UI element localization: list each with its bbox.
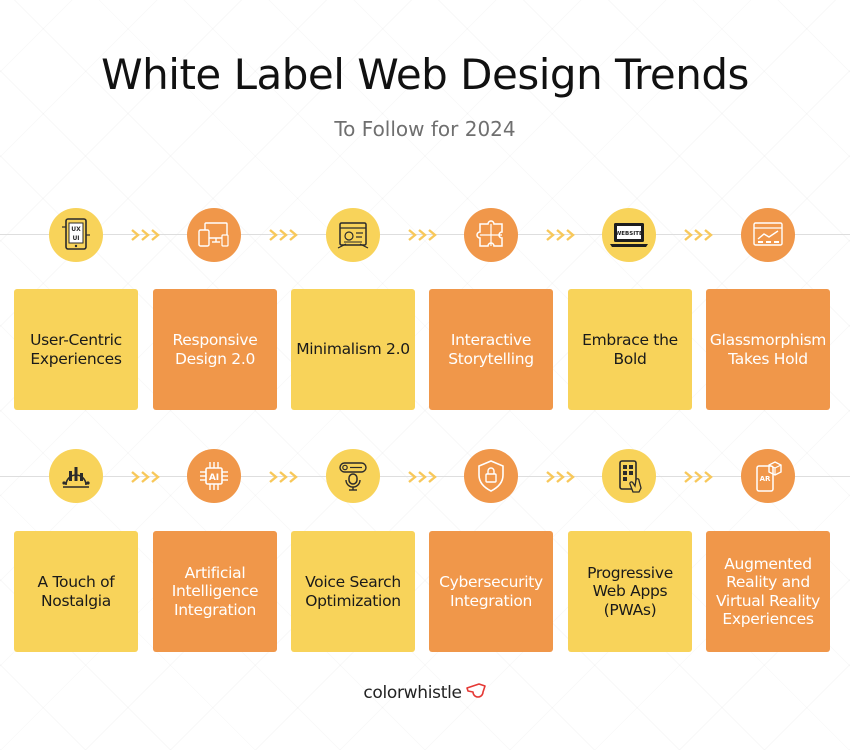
svg-text:WEBSITE: WEBSITE: [615, 231, 643, 237]
ai-chip-icon: AI: [187, 449, 241, 503]
trend-card-label: User-Centric Experiences: [30, 331, 122, 368]
trend-card: Minimalism 2.0: [291, 289, 415, 410]
arrow-connector: [407, 470, 441, 484]
svg-text:AI: AI: [209, 473, 219, 483]
page-subtitle: To Follow for 2024: [334, 117, 516, 141]
brand-name: colorwhistle: [363, 682, 462, 703]
trend-card: Cybersecurity Integration: [429, 531, 553, 652]
trend-card-label: Responsive Design 2.0: [172, 331, 258, 368]
trend-card-label: Augmented Reality and Virtual Reality Ex…: [715, 554, 821, 629]
ar-phone-icon: AR: [741, 449, 795, 503]
trend-card-label: A Touch of Nostalgia: [37, 573, 115, 610]
trend-card: Interactive Storytelling: [429, 289, 553, 410]
trend-card: User-Centric Experiences: [14, 289, 138, 410]
trend-card: Embrace the Bold: [568, 289, 692, 410]
puzzle-icon: [464, 208, 518, 262]
trend-card: Progressive Web Apps (PWAs): [568, 531, 692, 652]
arrow-connector: [268, 228, 302, 242]
svg-text:AR: AR: [760, 475, 771, 483]
arrow-connector: [683, 228, 717, 242]
page-title: White Label Web Design Trends: [101, 50, 749, 99]
ux-tablet-icon: UX UI: [49, 208, 103, 262]
microphone-search-icon: [326, 449, 380, 503]
trend-card: Augmented Reality and Virtual Reality Ex…: [706, 531, 830, 652]
arrow-connector: [407, 228, 441, 242]
svg-text:UI: UI: [72, 235, 79, 242]
responsive-devices-icon: [187, 208, 241, 262]
brand-logo: colorwhistle: [0, 682, 850, 703]
arrow-connector: [545, 228, 579, 242]
trend-card: A Touch of Nostalgia: [14, 531, 138, 652]
trend-card-label: Minimalism 2.0: [296, 340, 410, 359]
trend-card-label: Voice Search Optimization: [305, 573, 401, 610]
arrow-connector: [130, 228, 164, 242]
phone-touch-icon: [602, 449, 656, 503]
laptop-website-icon: WEBSITE: [602, 208, 656, 262]
trend-card: Glassmorphism Takes Hold: [706, 289, 830, 410]
trend-card: Artificial Intelligence Integration: [153, 531, 277, 652]
minimal-browser-icon: [326, 208, 380, 262]
gear-chart-icon: [49, 449, 103, 503]
trend-card-label: Artificial Intelligence Integration: [171, 563, 259, 619]
svg-text:UX: UX: [71, 226, 81, 233]
arrow-connector: [545, 470, 579, 484]
browser-chart-icon: [741, 208, 795, 262]
whistle-logo-icon: [465, 682, 487, 703]
trend-card-label: Embrace the Bold: [582, 331, 678, 368]
trend-card-label: Glassmorphism Takes Hold: [709, 331, 827, 368]
trend-card: Responsive Design 2.0: [153, 289, 277, 410]
trend-card-label: Cybersecurity Integration: [439, 573, 543, 610]
arrow-connector: [268, 470, 302, 484]
trend-card-label: Interactive Storytelling: [448, 331, 534, 368]
trend-card: Voice Search Optimization: [291, 531, 415, 652]
arrow-connector: [130, 470, 164, 484]
trend-card-label: Progressive Web Apps (PWAs): [587, 563, 673, 619]
arrow-connector: [683, 470, 717, 484]
shield-lock-icon: [464, 449, 518, 503]
